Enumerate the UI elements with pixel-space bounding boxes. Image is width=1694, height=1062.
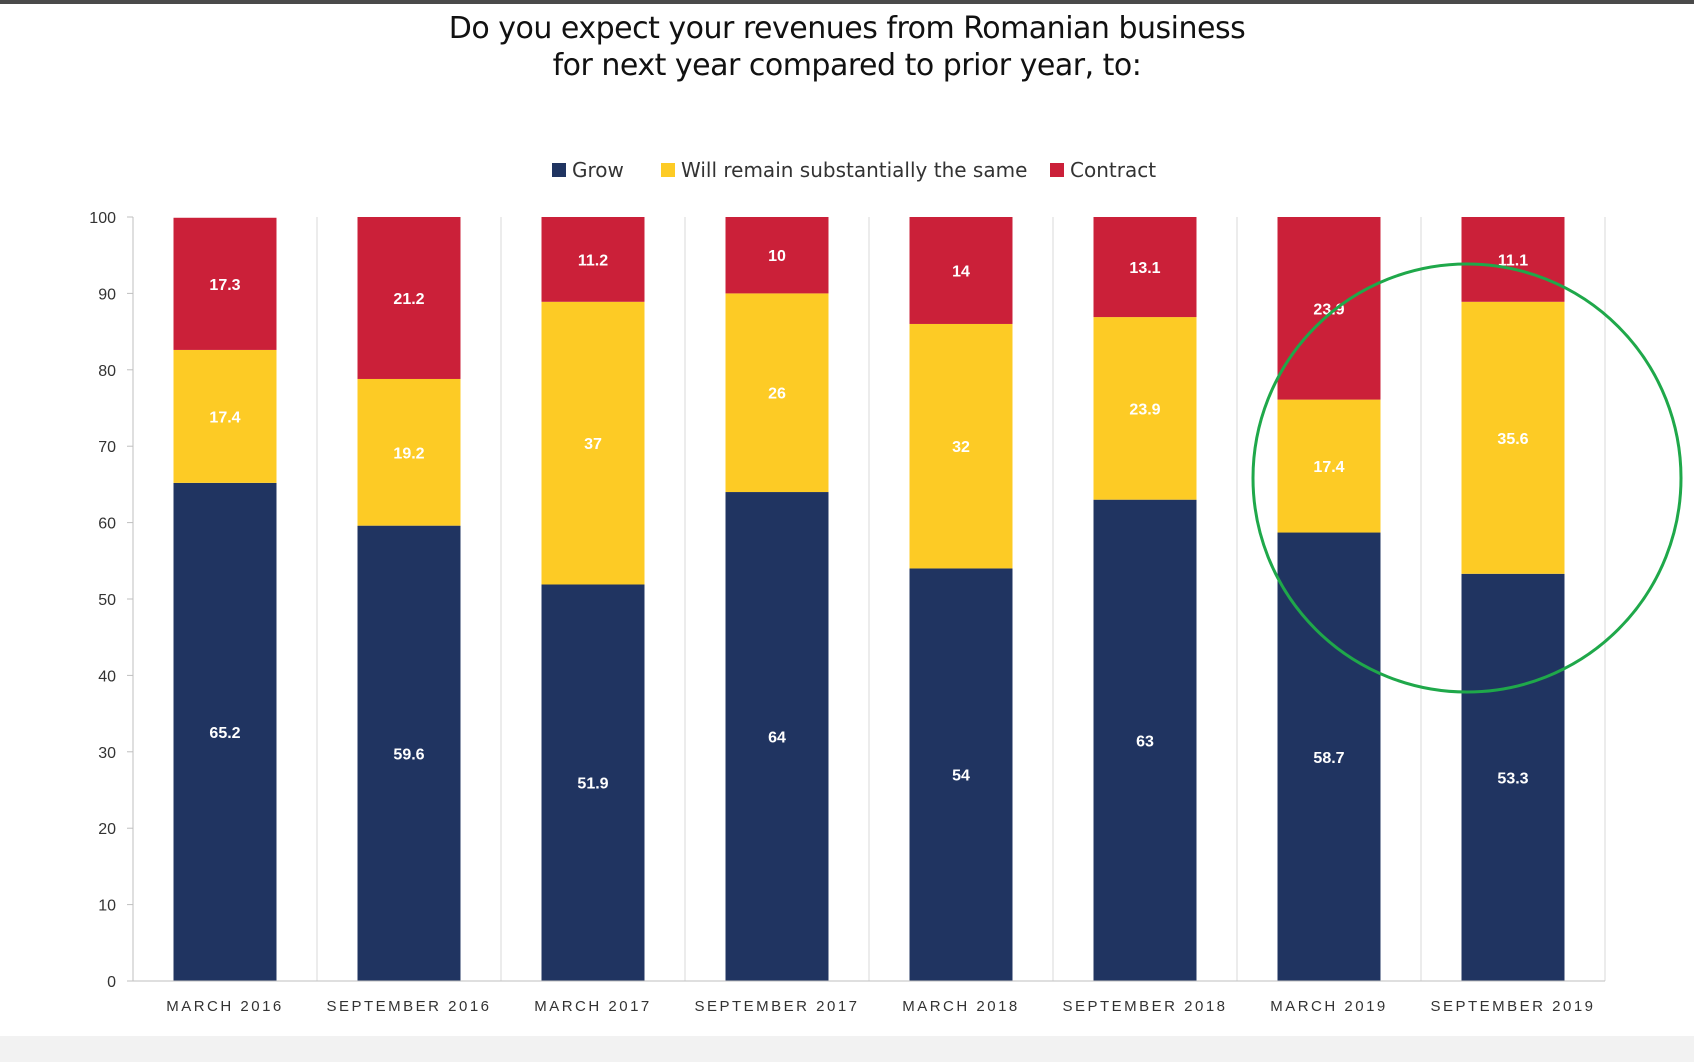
bar-segment [173, 482, 277, 981]
data-label: 10 [768, 248, 786, 265]
data-label: 51.9 [577, 776, 608, 793]
legend-label: Grow [572, 158, 624, 182]
data-label: 59.6 [393, 746, 424, 763]
bottom-band [0, 1036, 1694, 1062]
x-category-label: SEPTEMBER 2017 [694, 998, 859, 1015]
bar-segment [541, 301, 645, 585]
y-tick-label: 60 [98, 516, 116, 533]
data-label: 35.6 [1497, 431, 1528, 448]
y-tick-label: 0 [107, 974, 116, 991]
data-label: 54 [952, 768, 970, 785]
bar-segment [357, 378, 461, 526]
data-label: 17.3 [209, 277, 240, 294]
bar-segment [173, 349, 277, 483]
data-label: 26 [768, 386, 786, 403]
x-category-label: SEPTEMBER 2018 [1062, 998, 1227, 1015]
bar-segment [909, 568, 1013, 981]
y-tick-label: 20 [98, 821, 116, 838]
data-label: 21.2 [393, 291, 424, 308]
bar-segment [909, 217, 1013, 324]
legend-swatch [661, 163, 675, 177]
bar-segment [725, 217, 829, 294]
y-tick-label: 80 [98, 363, 116, 380]
bar-segment [357, 525, 461, 981]
bar-segment [725, 293, 829, 493]
legend-label: Contract [1070, 158, 1156, 182]
data-label: 11.2 [578, 252, 608, 269]
data-label: 63 [1136, 733, 1154, 750]
y-tick-label: 70 [98, 439, 116, 456]
data-label: 11.1 [1498, 252, 1528, 269]
data-label: 23.9 [1129, 401, 1160, 418]
bar-segment [1461, 301, 1565, 574]
legend-label: Will remain substantially the same [681, 158, 1027, 182]
chart-title: Do you expect your revenues from Romania… [0, 10, 1694, 84]
x-category-label: SEPTEMBER 2019 [1430, 998, 1595, 1015]
bar-segment [541, 584, 645, 981]
data-label: 17.4 [1313, 459, 1344, 476]
legend-swatch [1050, 163, 1064, 177]
highlight-circle [1251, 262, 1683, 694]
y-tick-label: 10 [98, 898, 116, 915]
bar-segment [1093, 217, 1197, 318]
data-label: 14 [952, 263, 970, 280]
x-category-label: MARCH 2017 [534, 998, 652, 1015]
x-category-label: MARCH 2016 [166, 998, 284, 1015]
data-label: 65.2 [209, 725, 240, 742]
y-tick-label: 100 [89, 210, 116, 227]
x-category-label: MARCH 2018 [902, 998, 1020, 1015]
data-label: 13.1 [1129, 260, 1160, 277]
bar-segment [357, 217, 461, 379]
bar-segment [725, 492, 829, 981]
data-label: 17.4 [209, 409, 240, 426]
x-category-label: MARCH 2019 [1270, 998, 1388, 1015]
bar-segment [541, 217, 645, 302]
chart-title-line-2: for next year compared to prior year, to… [552, 48, 1142, 83]
bar-segment [909, 323, 1013, 569]
y-tick-label: 30 [98, 745, 116, 762]
data-label: 32 [952, 439, 970, 456]
bar-segment [1277, 399, 1381, 533]
y-tick-label: 90 [98, 286, 116, 303]
legend-swatch [552, 163, 566, 177]
bar-segment [1461, 573, 1565, 981]
data-label: 64 [768, 730, 786, 747]
bar-segment [1093, 317, 1197, 500]
bar-segment [173, 217, 277, 350]
bar-segment [1093, 499, 1197, 981]
y-tick-label: 40 [98, 668, 116, 685]
bar-segment [1277, 217, 1381, 400]
data-label: 23.9 [1313, 301, 1344, 318]
data-label: 53.3 [1497, 770, 1528, 787]
y-tick-label: 50 [98, 592, 116, 609]
data-label: 58.7 [1313, 750, 1344, 767]
data-label: 37 [584, 436, 602, 453]
chart-title-line-1: Do you expect your revenues from Romania… [448, 11, 1246, 46]
bar-segment [1461, 217, 1565, 302]
data-label: 19.2 [393, 445, 424, 462]
x-category-label: SEPTEMBER 2016 [326, 998, 491, 1015]
top-rule [0, 0, 1694, 4]
